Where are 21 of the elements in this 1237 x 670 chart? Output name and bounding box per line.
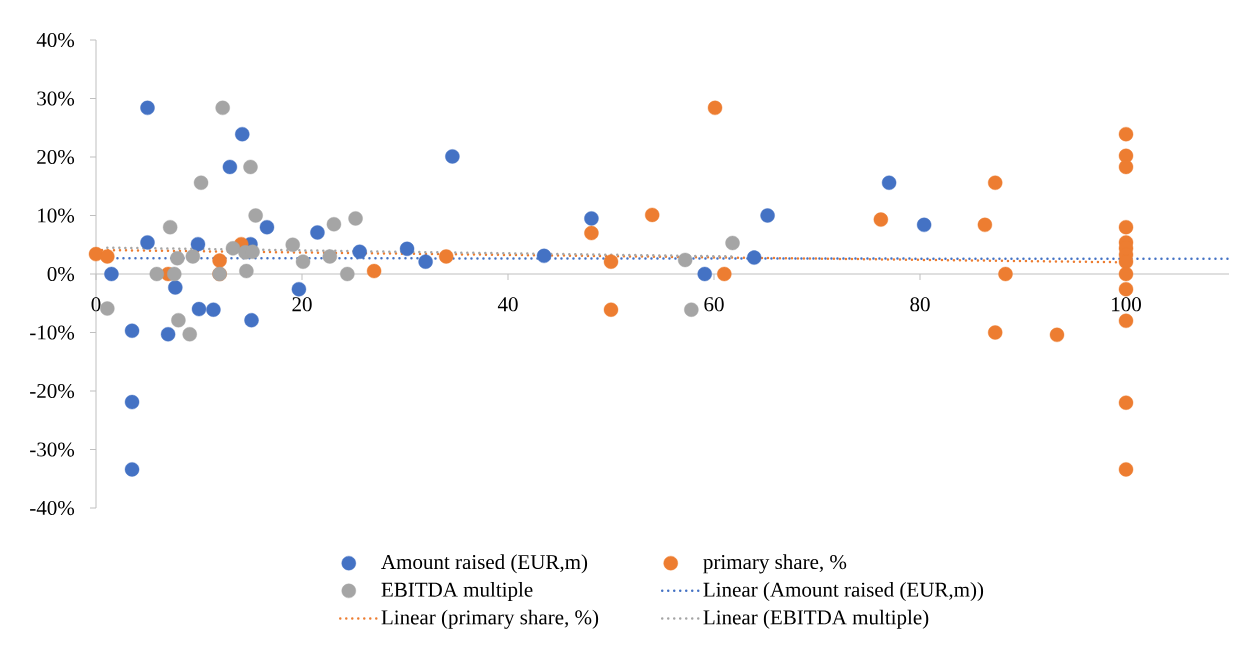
y-tick-label: 30% bbox=[37, 91, 75, 106]
y-tick-label: 20% bbox=[37, 149, 75, 165]
y-tick-label: 40% bbox=[36, 32, 75, 48]
y-tick-label: 10% bbox=[38, 208, 75, 223]
x-tick-label: 40 bbox=[497, 297, 518, 312]
legend-label: Linear (Amount raised (EUR,m)) bbox=[703, 582, 984, 602]
x-tick-label: 80 bbox=[910, 297, 930, 312]
y-tick-label: -10% bbox=[30, 325, 75, 340]
y-tick-label: 0% bbox=[47, 266, 75, 282]
x-tick-label: 60 bbox=[704, 297, 724, 312]
legend-label: EBITDA multiple bbox=[381, 582, 533, 602]
x-tick-label: 20 bbox=[292, 297, 312, 312]
x-tick-label: 0 bbox=[91, 297, 101, 312]
legend-label: primary share, % bbox=[703, 554, 847, 574]
y-tick-label: -30% bbox=[30, 442, 75, 457]
legend-label: Amount raised (EUR,m) bbox=[381, 554, 588, 574]
legend-label: Linear (primary share, %) bbox=[381, 609, 599, 629]
y-tick-label: -20% bbox=[30, 383, 75, 399]
y-tick-label: -40% bbox=[30, 500, 75, 516]
legend-label: Linear (EBITDA multiple) bbox=[703, 609, 929, 629]
x-tick-label: 100 bbox=[1112, 297, 1141, 312]
